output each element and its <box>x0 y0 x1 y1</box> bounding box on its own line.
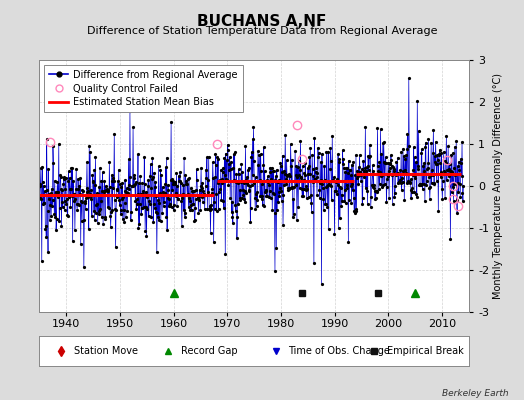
Y-axis label: Monthly Temperature Anomaly Difference (°C): Monthly Temperature Anomaly Difference (… <box>493 73 503 299</box>
Text: Record Gap: Record Gap <box>181 346 238 356</box>
Text: Berkeley Earth: Berkeley Earth <box>442 389 508 398</box>
Text: Empirical Break: Empirical Break <box>387 346 464 356</box>
Text: Time of Obs. Change: Time of Obs. Change <box>289 346 390 356</box>
Text: Station Move: Station Move <box>74 346 138 356</box>
Legend: Difference from Regional Average, Quality Control Failed, Estimated Station Mean: Difference from Regional Average, Qualit… <box>44 65 243 112</box>
Text: BUCHANS A,NF: BUCHANS A,NF <box>198 14 326 29</box>
Text: Difference of Station Temperature Data from Regional Average: Difference of Station Temperature Data f… <box>87 26 437 36</box>
